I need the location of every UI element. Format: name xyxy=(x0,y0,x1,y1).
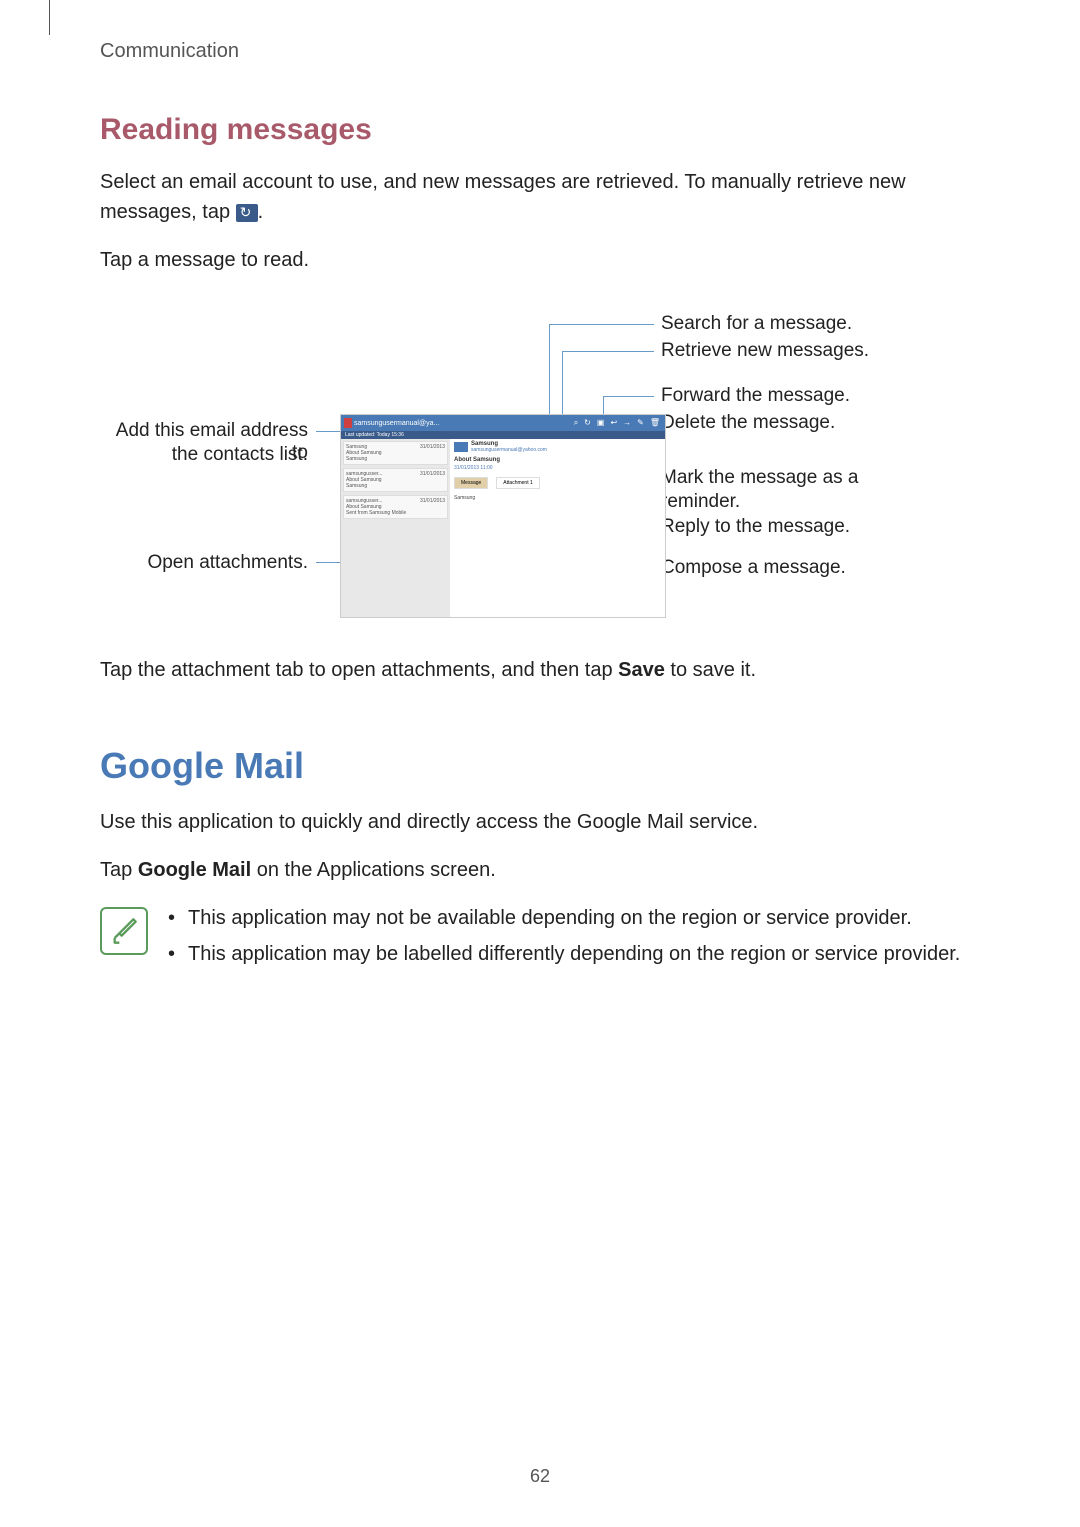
label-forward: Forward the message. xyxy=(661,385,850,407)
label-reply: Reply to the message. xyxy=(661,516,850,538)
avatar xyxy=(454,442,468,452)
ss-message-list: Samsung About Samsung Samsung 31/01/2013… xyxy=(341,439,450,617)
leader-line xyxy=(562,351,654,352)
attachment-prefix: Tap the attachment tab to open attachmen… xyxy=(100,659,618,681)
intro-text: Select an email account to use, and new … xyxy=(100,171,906,223)
gmail-tap-instruction: Tap Google Mail on the Applications scre… xyxy=(100,855,980,885)
label-reminder-1: Mark the message as a xyxy=(661,467,858,489)
label-search: Search for a message. xyxy=(661,313,852,335)
search-icon: ⌕ xyxy=(574,418,578,428)
refresh-icon xyxy=(236,204,258,222)
list-item: samsungusser... About Samsung Samsung 31… xyxy=(343,468,448,492)
ss-date: 31/01/2013 11:00 xyxy=(454,465,661,471)
note-bullet-1: • This application may not be available … xyxy=(168,903,980,933)
ss-content: Samsung xyxy=(454,495,661,501)
label-add-contacts-2: the contacts list. xyxy=(172,444,308,466)
forward-icon: → xyxy=(623,418,631,428)
leader-line xyxy=(562,351,563,417)
label-open-attachments: Open attachments. xyxy=(147,552,308,574)
msg-date: 31/01/2013 xyxy=(420,471,445,489)
bullet-text: This application may not be available de… xyxy=(188,903,912,933)
compose-icon: ✎ xyxy=(637,418,644,428)
ss-account: samsungusermanual@ya... xyxy=(354,420,574,427)
tap-instruction: Tap a message to read. xyxy=(100,245,980,275)
reminder-icon: ▣ xyxy=(597,418,605,428)
tab-attachment: Attachment 1 xyxy=(496,477,539,489)
section-heading: Reading messages xyxy=(100,113,980,147)
leader-line xyxy=(603,396,654,397)
google-mail-heading: Google Mail xyxy=(100,745,980,787)
annotated-diagram: Search for a message. Retrieve new messa… xyxy=(100,305,980,625)
gmail-tap-bold: Google Mail xyxy=(138,859,251,881)
note-icon xyxy=(100,907,148,955)
msg-date: 31/01/2013 xyxy=(420,498,445,516)
back-icon xyxy=(344,418,352,428)
label-delete: Delete the message. xyxy=(661,412,835,434)
ss-subbar: Last updated: Today 15:36 xyxy=(341,431,665,439)
refresh-icon: ↻ xyxy=(584,418,591,428)
ss-topbar: samsungusermanual@ya... ⌕ ↻ ▣ ↩ → ✎ 🗑 xyxy=(341,415,665,431)
bullet-dot: • xyxy=(168,939,188,969)
reply-icon: ↩ xyxy=(610,418,617,428)
list-item: samsungusser... About Samsung Sent from … xyxy=(343,495,448,519)
label-compose: Compose a message. xyxy=(661,557,846,579)
leader-line xyxy=(549,324,654,325)
leader-line xyxy=(549,324,550,417)
intro-suffix: . xyxy=(258,201,264,223)
gmail-tap-prefix: Tap xyxy=(100,859,138,881)
note-block: • This application may not be available … xyxy=(100,903,980,975)
breadcrumb: Communication xyxy=(100,40,980,63)
msg-sent-from: Sent from Samsung Mobile xyxy=(346,510,406,516)
intro-paragraph: Select an email account to use, and new … xyxy=(100,167,980,227)
msg-preview: Samsung xyxy=(346,483,382,489)
msg-preview: Samsung xyxy=(346,456,382,462)
gmail-tap-suffix: on the Applications screen. xyxy=(251,859,496,881)
label-reminder-2: reminder. xyxy=(661,491,740,513)
email-app-screenshot: samsungusermanual@ya... ⌕ ↻ ▣ ↩ → ✎ 🗑 La… xyxy=(340,414,666,618)
delete-icon: 🗑 xyxy=(650,418,660,428)
ss-toolbar-icons: ⌕ ↻ ▣ ↩ → ✎ 🗑 xyxy=(574,418,662,428)
bullet-text: This application may be labelled differe… xyxy=(188,939,960,969)
attachment-instruction: Tap the attachment tab to open attachmen… xyxy=(100,655,980,685)
label-retrieve: Retrieve new messages. xyxy=(661,340,869,362)
save-bold: Save xyxy=(618,659,665,681)
note-bullet-2: • This application may be labelled diffe… xyxy=(168,939,980,969)
ss-updated: Last updated: Today 15:36 xyxy=(345,431,404,439)
attachment-suffix: to save it. xyxy=(665,659,756,681)
ss-subject: About Samsung xyxy=(454,457,661,463)
ss-message-view: Samsung samsungusermanual@yahoo.com Abou… xyxy=(450,439,665,617)
ss-email: samsungusermanual@yahoo.com xyxy=(471,447,547,453)
list-item: Samsung About Samsung Samsung 31/01/2013 xyxy=(343,441,448,465)
msg-date: 31/01/2013 xyxy=(420,444,445,462)
page-number: 62 xyxy=(0,1466,1080,1487)
bullet-dot: • xyxy=(168,903,188,933)
tab-message: Message xyxy=(454,477,488,489)
gmail-intro: Use this application to quickly and dire… xyxy=(100,807,980,837)
